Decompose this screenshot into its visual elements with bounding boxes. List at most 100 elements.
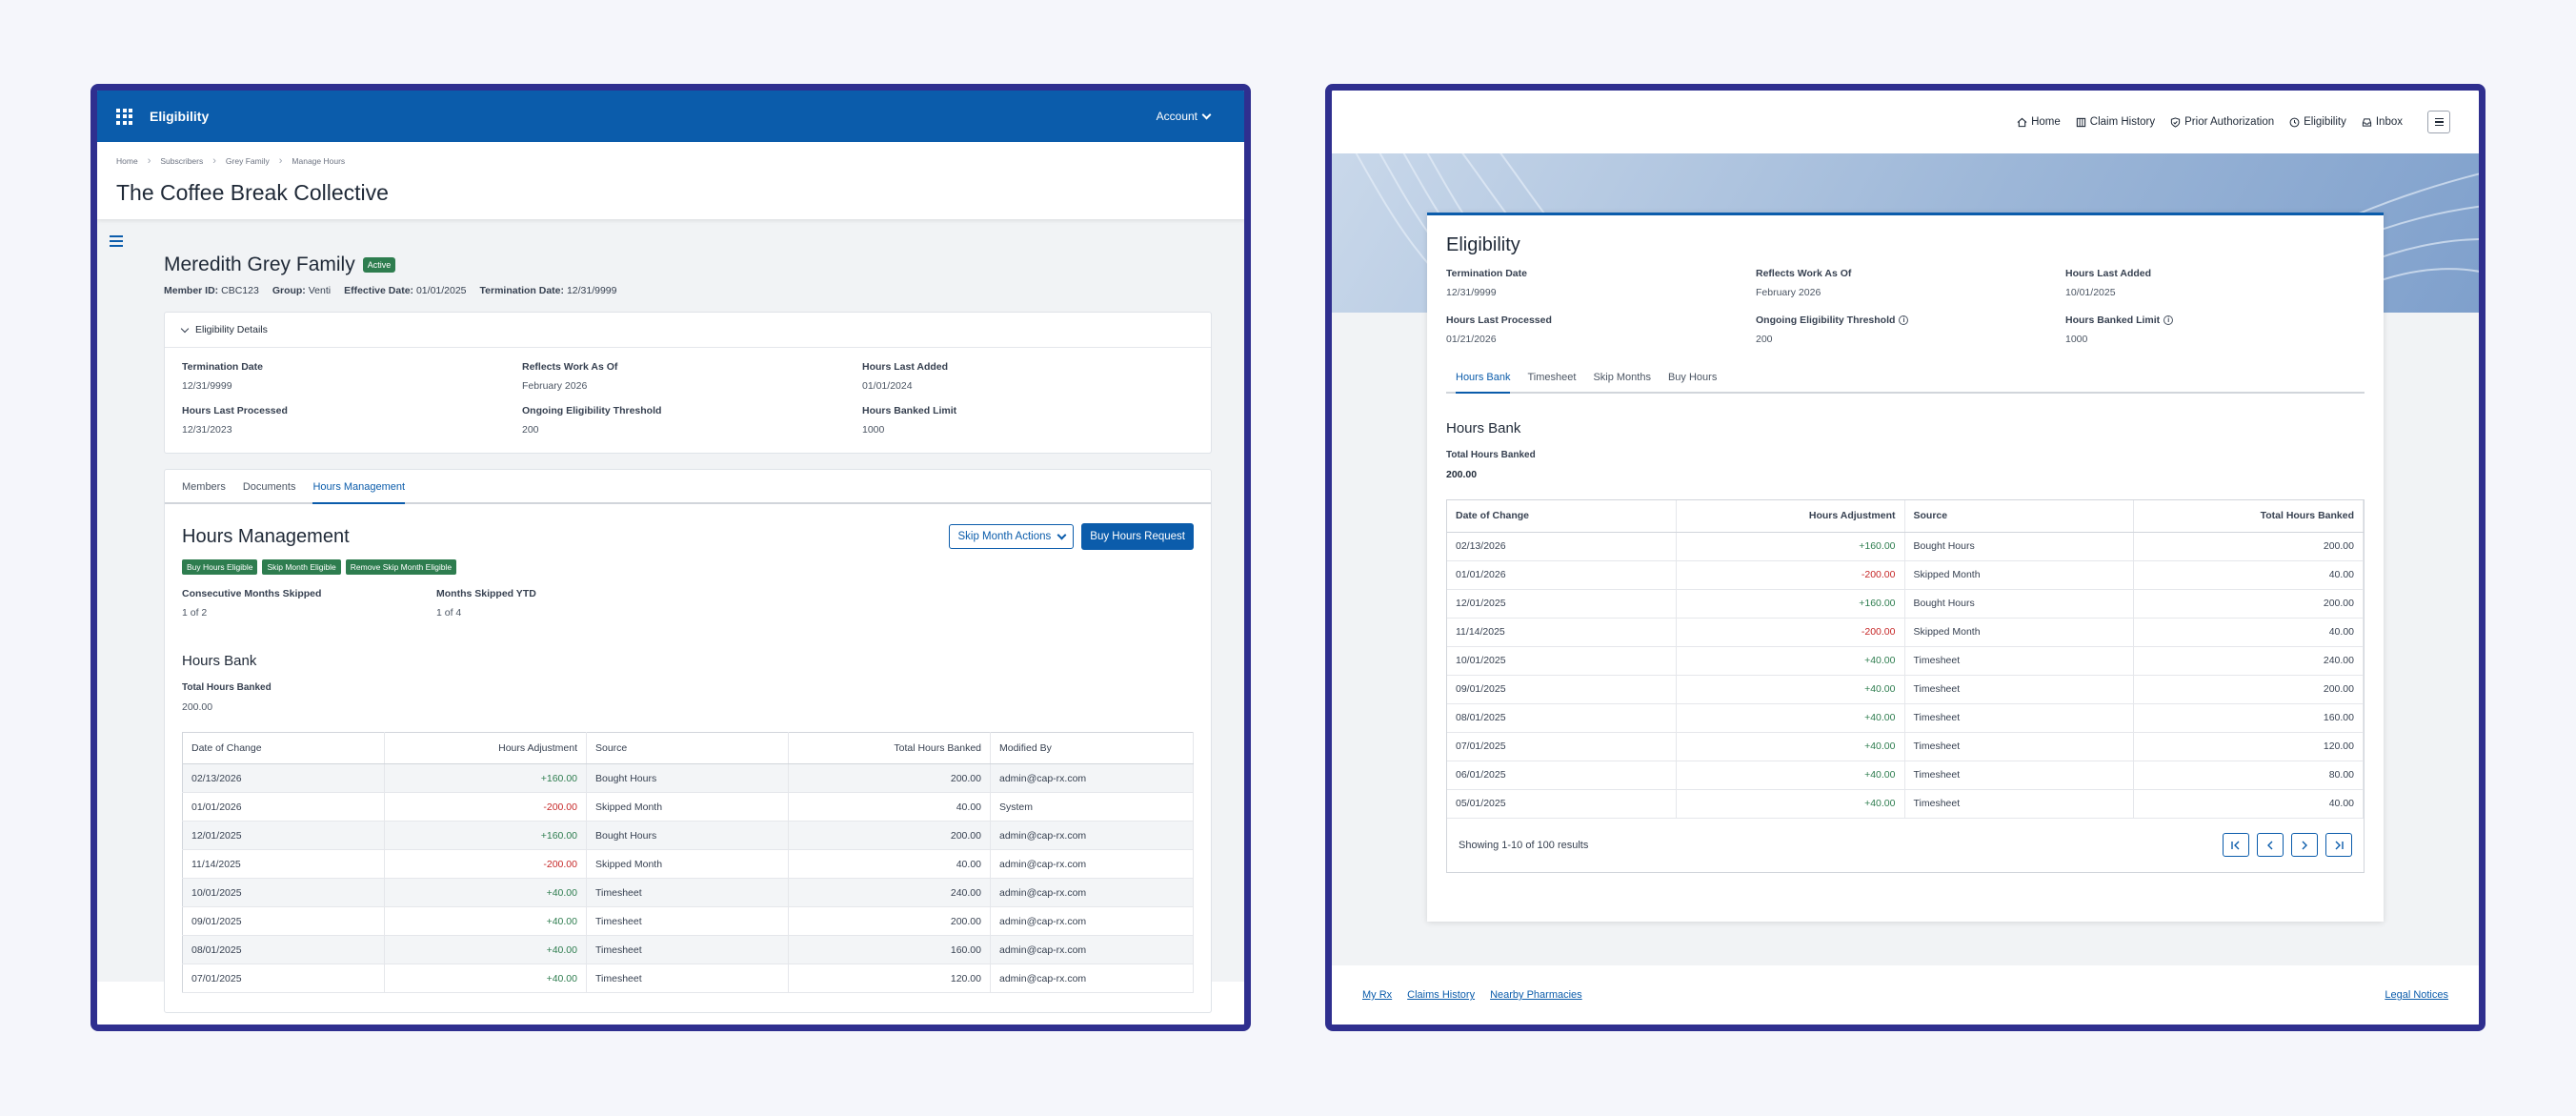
table-cell: 200.00 [2133, 589, 2364, 619]
table-cell: 200.00 [2133, 675, 2364, 704]
nav-prior-authorization[interactable]: Prior Authorization [2170, 116, 2274, 128]
breadcrumb-home[interactable]: Home [116, 156, 138, 166]
field-consecutive-months: Consecutive Months Skipped 1 of 2 [182, 588, 322, 619]
sidebar-toggle-icon[interactable] [110, 235, 123, 250]
breadcrumb-family[interactable]: Grey Family [225, 156, 270, 166]
table-cell: +40.00 [384, 935, 587, 964]
table-cell: Timesheet [586, 906, 789, 936]
hours-management-card: Members Documents Hours Management Hours… [164, 469, 1212, 1013]
footer-link-legal-notices[interactable]: Legal Notices [2385, 989, 2448, 1001]
meta-termination-date: Termination Date: 12/31/9999 [479, 285, 617, 296]
home-icon [2017, 117, 2027, 127]
table-cell: +40.00 [1676, 675, 1905, 704]
tag-remove-skip-month-eligible: Remove Skip Month Eligible [345, 559, 457, 575]
table-cell: admin@cap-rx.com [990, 763, 1194, 793]
table-cell: 06/01/2025 [1447, 761, 1677, 790]
total-hours-banked: Total Hours Banked 200.00 [182, 682, 272, 713]
breadcrumb-subscribers[interactable]: Subscribers [160, 156, 204, 166]
table-cell: 120.00 [788, 964, 991, 993]
account-menu[interactable]: Account [1156, 110, 1212, 123]
eligibility-details-toggle[interactable]: Eligibility Details [165, 313, 1211, 348]
table-cell: Skipped Month [1904, 560, 2134, 590]
table-cell: 09/01/2025 [1447, 675, 1677, 704]
tab-hours-management[interactable]: Hours Management [312, 481, 406, 504]
eligibility-details-label: Eligibility Details [195, 324, 268, 335]
table-cell: +160.00 [1676, 532, 1905, 561]
nav-claim-history[interactable]: Claim History [2076, 116, 2155, 128]
table-cell: 11/14/2025 [182, 849, 385, 879]
col-source[interactable]: Source [1904, 500, 2134, 533]
table-cell: 02/13/2026 [182, 763, 385, 793]
table-cell: +160.00 [384, 821, 587, 850]
col-source[interactable]: Source [586, 732, 789, 764]
table-cell: +40.00 [384, 878, 587, 907]
hours-bank-table-box: Date of Change Hours Adjustment Source T… [1446, 499, 2365, 873]
info-icon[interactable]: i [2163, 315, 2174, 325]
chevron-down-icon [1057, 530, 1067, 539]
col-modified-by[interactable]: Modified By [990, 732, 1194, 764]
table-cell: Timesheet [1904, 646, 2134, 676]
info-icon[interactable]: i [1899, 315, 1909, 325]
table-cell: Timesheet [1904, 675, 2134, 704]
nav-home[interactable]: Home [2017, 116, 2061, 128]
tab-bar: Hours Bank Timesheet Skip Months Buy Hou… [1446, 365, 2365, 394]
table-cell: +40.00 [1676, 732, 1905, 761]
table-row: 07/01/2025 +40.00 Timesheet 120.00 admin@cap… [182, 964, 1194, 993]
tab-buy-hours[interactable]: Buy Hours [1667, 372, 1718, 383]
tab-skip-months[interactable]: Skip Months [1593, 372, 1651, 383]
first-page-icon[interactable] [2223, 833, 2249, 857]
table-row: 10/01/2025 +40.00 Timesheet 240.00 [1447, 646, 2364, 676]
table-cell: -200.00 [384, 792, 587, 822]
field-hours-last-added: Hours Last Added 10/01/2025 [2065, 268, 2152, 298]
table-row: 08/01/2025 +40.00 Timesheet 160.00 admin@cap… [182, 935, 1194, 964]
col-hours-adjustment[interactable]: Hours Adjustment [384, 732, 587, 764]
app-grid-icon[interactable] [116, 108, 132, 125]
account-label: Account [1156, 110, 1197, 123]
table-cell: 08/01/2025 [182, 935, 385, 964]
status-badge: Active [362, 257, 396, 273]
table-cell: admin@cap-rx.com [990, 935, 1194, 964]
footer-link-nearby-pharmacies[interactable]: Nearby Pharmacies [1490, 989, 1582, 1001]
nav-eligibility[interactable]: Eligibility [2289, 116, 2346, 128]
chevron-down-icon [180, 324, 190, 333]
nav-inbox[interactable]: Inbox [2362, 116, 2403, 128]
col-date[interactable]: Date of Change [1447, 500, 1677, 533]
tab-timesheet[interactable]: Timesheet [1527, 372, 1577, 383]
skip-month-actions-button[interactable]: Skip Month Actions [949, 524, 1075, 549]
table-cell: 09/01/2025 [182, 906, 385, 936]
previous-page-icon[interactable] [2257, 833, 2284, 857]
menu-icon[interactable] [2427, 111, 2450, 133]
tab-hours-bank[interactable]: Hours Bank [1456, 372, 1511, 394]
field-reflects-work: Reflects Work As Of February 2026 [1756, 268, 1852, 298]
hours-bank-title: Hours Bank [182, 653, 257, 669]
table-cell: 10/01/2025 [1447, 646, 1677, 676]
table-cell: Bought Hours [586, 821, 789, 850]
tab-members[interactable]: Members [182, 481, 226, 493]
table-cell: Timesheet [586, 878, 789, 907]
next-page-icon[interactable] [2291, 833, 2318, 857]
member-meta: Member ID: CBC123 Group: Venti Effective… [164, 285, 1212, 296]
col-total-hours[interactable]: Total Hours Banked [2133, 500, 2364, 533]
field-hours-last-processed: Hours Last Processed 12/31/2023 [182, 405, 288, 436]
footer: My Rx Claims History Nearby Pharmacies L… [1332, 965, 2479, 1025]
col-total-hours[interactable]: Total Hours Banked [788, 732, 991, 764]
footer-link-claims-history[interactable]: Claims History [1407, 989, 1476, 1001]
col-date[interactable]: Date of Change [182, 732, 385, 764]
table-row: 02/13/2026 +160.00 Bought Hours 200.00 [1447, 532, 2364, 561]
buy-hours-request-button[interactable]: Buy Hours Request [1081, 523, 1194, 550]
page-title: Eligibility [1446, 234, 1520, 255]
table-cell: Skipped Month [1904, 618, 2134, 647]
tab-documents[interactable]: Documents [242, 481, 296, 493]
table-cell: 40.00 [2133, 560, 2364, 590]
field-termination-date: Termination Date 12/31/9999 [182, 361, 263, 392]
table-cell: Timesheet [1904, 703, 2134, 733]
table-cell: Timesheet [1904, 789, 2134, 819]
field-ongoing-threshold: Ongoing Eligibility Threshold 200 [522, 405, 662, 436]
last-page-icon[interactable] [2325, 833, 2352, 857]
table-cell: 01/01/2026 [1447, 560, 1677, 590]
tag-buy-hours-eligible: Buy Hours Eligible [182, 559, 258, 575]
table-cell: System [990, 792, 1194, 822]
footer-link-my-rx[interactable]: My Rx [1362, 989, 1393, 1001]
chevron-right-icon: › [147, 155, 151, 167]
col-hours-adjustment[interactable]: Hours Adjustment [1676, 500, 1905, 533]
